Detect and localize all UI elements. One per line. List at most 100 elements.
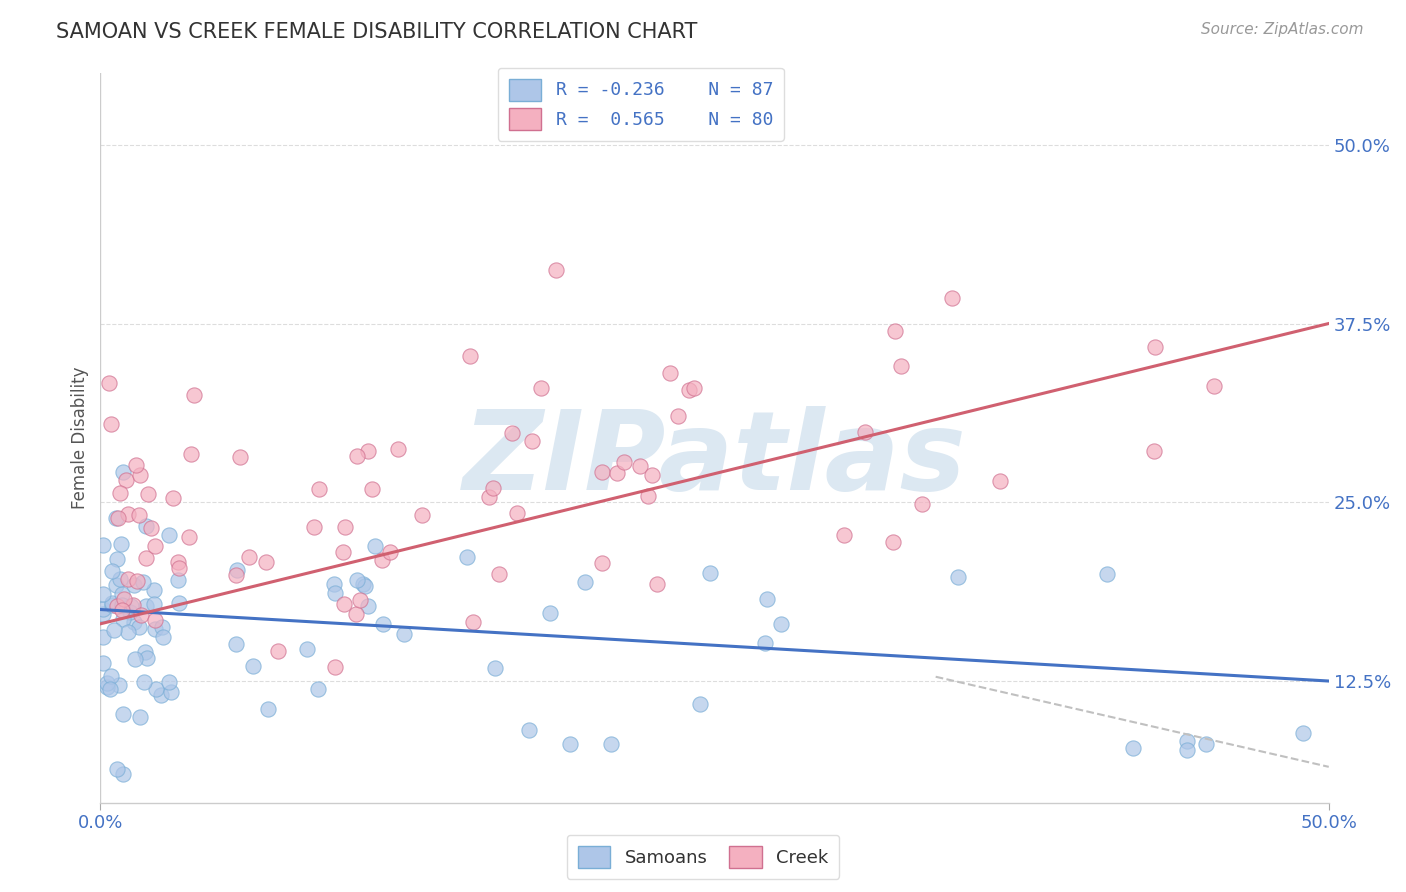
- Point: [117, 508, 139, 522]
- Point: [136, 650, 159, 665]
- Legend: Samoans, Creek: Samoans, Creek: [567, 835, 839, 879]
- Y-axis label: Female Disability: Female Disability: [72, 367, 89, 509]
- Point: [387, 442, 409, 456]
- Point: [167, 560, 190, 574]
- Point: [637, 489, 659, 503]
- Point: [105, 551, 128, 566]
- Point: [257, 702, 280, 716]
- Point: [91, 630, 114, 644]
- Point: [91, 586, 114, 600]
- Point: [96, 680, 118, 694]
- Point: [357, 444, 380, 458]
- Point: [1194, 737, 1216, 751]
- Point: [538, 606, 561, 620]
- Point: [142, 598, 165, 612]
- Point: [645, 577, 668, 591]
- Point: [882, 534, 904, 549]
- Point: [177, 530, 200, 544]
- Point: [461, 615, 484, 629]
- Point: [354, 579, 377, 593]
- Point: [668, 409, 690, 423]
- Point: [134, 674, 156, 689]
- Point: [120, 605, 142, 619]
- Point: [105, 578, 128, 592]
- Point: [357, 599, 380, 614]
- Point: [392, 627, 415, 641]
- Point: [139, 521, 162, 535]
- Point: [323, 577, 346, 591]
- Point: [98, 681, 121, 696]
- Point: [1143, 444, 1166, 458]
- Point: [360, 482, 382, 496]
- Point: [229, 450, 252, 464]
- Point: [529, 381, 551, 395]
- Point: [100, 669, 122, 683]
- Point: [574, 574, 596, 589]
- Point: [308, 681, 330, 696]
- Point: [1122, 740, 1144, 755]
- Point: [941, 291, 963, 305]
- Point: [120, 599, 142, 614]
- Point: [323, 586, 346, 600]
- Point: [242, 659, 264, 673]
- Point: [678, 384, 700, 398]
- Point: [346, 449, 368, 463]
- Point: [613, 455, 636, 469]
- Point: [129, 710, 152, 724]
- Point: [756, 592, 779, 607]
- Point: [990, 474, 1012, 488]
- Point: [125, 458, 148, 472]
- Point: [91, 607, 114, 621]
- Point: [145, 682, 167, 697]
- Point: [117, 572, 139, 586]
- Point: [606, 467, 628, 481]
- Legend: R = -0.236    N = 87, R =  0.565    N = 80: R = -0.236 N = 87, R = 0.565 N = 80: [498, 68, 785, 141]
- Point: [111, 612, 134, 626]
- Point: [225, 568, 247, 582]
- Point: [544, 263, 567, 277]
- Text: Source: ZipAtlas.com: Source: ZipAtlas.com: [1201, 22, 1364, 37]
- Point: [105, 762, 128, 776]
- Point: [149, 688, 172, 702]
- Point: [135, 599, 157, 613]
- Point: [91, 538, 114, 552]
- Point: [456, 550, 478, 565]
- Point: [145, 613, 167, 627]
- Point: [110, 598, 132, 612]
- Point: [111, 706, 134, 721]
- Point: [91, 657, 114, 671]
- Point: [501, 425, 523, 440]
- Point: [127, 574, 149, 589]
- Point: [482, 481, 505, 495]
- Text: ZIPatlas: ZIPatlas: [463, 406, 966, 513]
- Point: [599, 737, 621, 751]
- Point: [145, 622, 167, 636]
- Point: [484, 660, 506, 674]
- Point: [124, 615, 146, 629]
- Point: [352, 577, 374, 591]
- Point: [132, 574, 155, 589]
- Point: [96, 676, 118, 690]
- Point: [105, 599, 128, 614]
- Point: [108, 485, 131, 500]
- Point: [129, 468, 152, 483]
- Point: [1292, 726, 1315, 740]
- Point: [152, 630, 174, 644]
- Point: [560, 737, 582, 751]
- Point: [100, 598, 122, 612]
- Point: [364, 539, 387, 553]
- Point: [267, 644, 290, 658]
- Point: [659, 366, 682, 380]
- Point: [167, 573, 190, 587]
- Point: [335, 519, 357, 533]
- Point: [110, 537, 132, 551]
- Point: [136, 487, 159, 501]
- Point: [98, 376, 121, 390]
- Point: [458, 349, 481, 363]
- Point: [180, 447, 202, 461]
- Point: [333, 597, 356, 611]
- Point: [157, 674, 180, 689]
- Point: [699, 566, 721, 580]
- Point: [135, 551, 157, 566]
- Point: [103, 623, 125, 637]
